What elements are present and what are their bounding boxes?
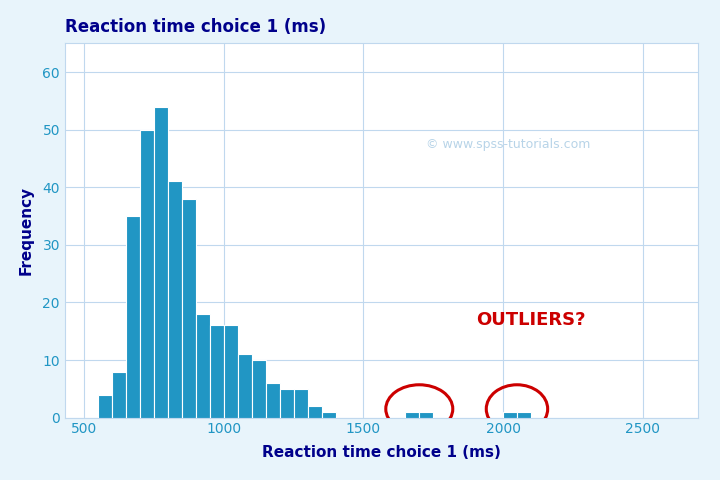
Bar [126,216,140,418]
Bar [503,412,517,418]
Bar [99,395,112,418]
Bar [238,354,252,418]
Text: Reaction time choice 1 (ms): Reaction time choice 1 (ms) [65,18,326,36]
Bar [322,412,336,418]
Text: OUTLIERS?: OUTLIERS? [476,311,585,329]
Bar [307,406,322,418]
Bar [168,181,182,418]
Bar [294,389,307,418]
Bar [140,130,154,418]
Bar [182,199,196,418]
Y-axis label: Frequency: Frequency [19,186,34,275]
Bar [252,360,266,418]
Bar [112,372,126,418]
Bar [517,412,531,418]
Bar [224,325,238,418]
Text: © www.spss-tutorials.com: © www.spss-tutorials.com [426,138,590,151]
X-axis label: Reaction time choice 1 (ms): Reaction time choice 1 (ms) [262,445,501,460]
Bar [210,325,224,418]
Bar [405,412,419,418]
Bar [196,314,210,418]
Bar [280,389,294,418]
Bar [419,412,433,418]
Bar [154,107,168,418]
Bar [266,383,280,418]
